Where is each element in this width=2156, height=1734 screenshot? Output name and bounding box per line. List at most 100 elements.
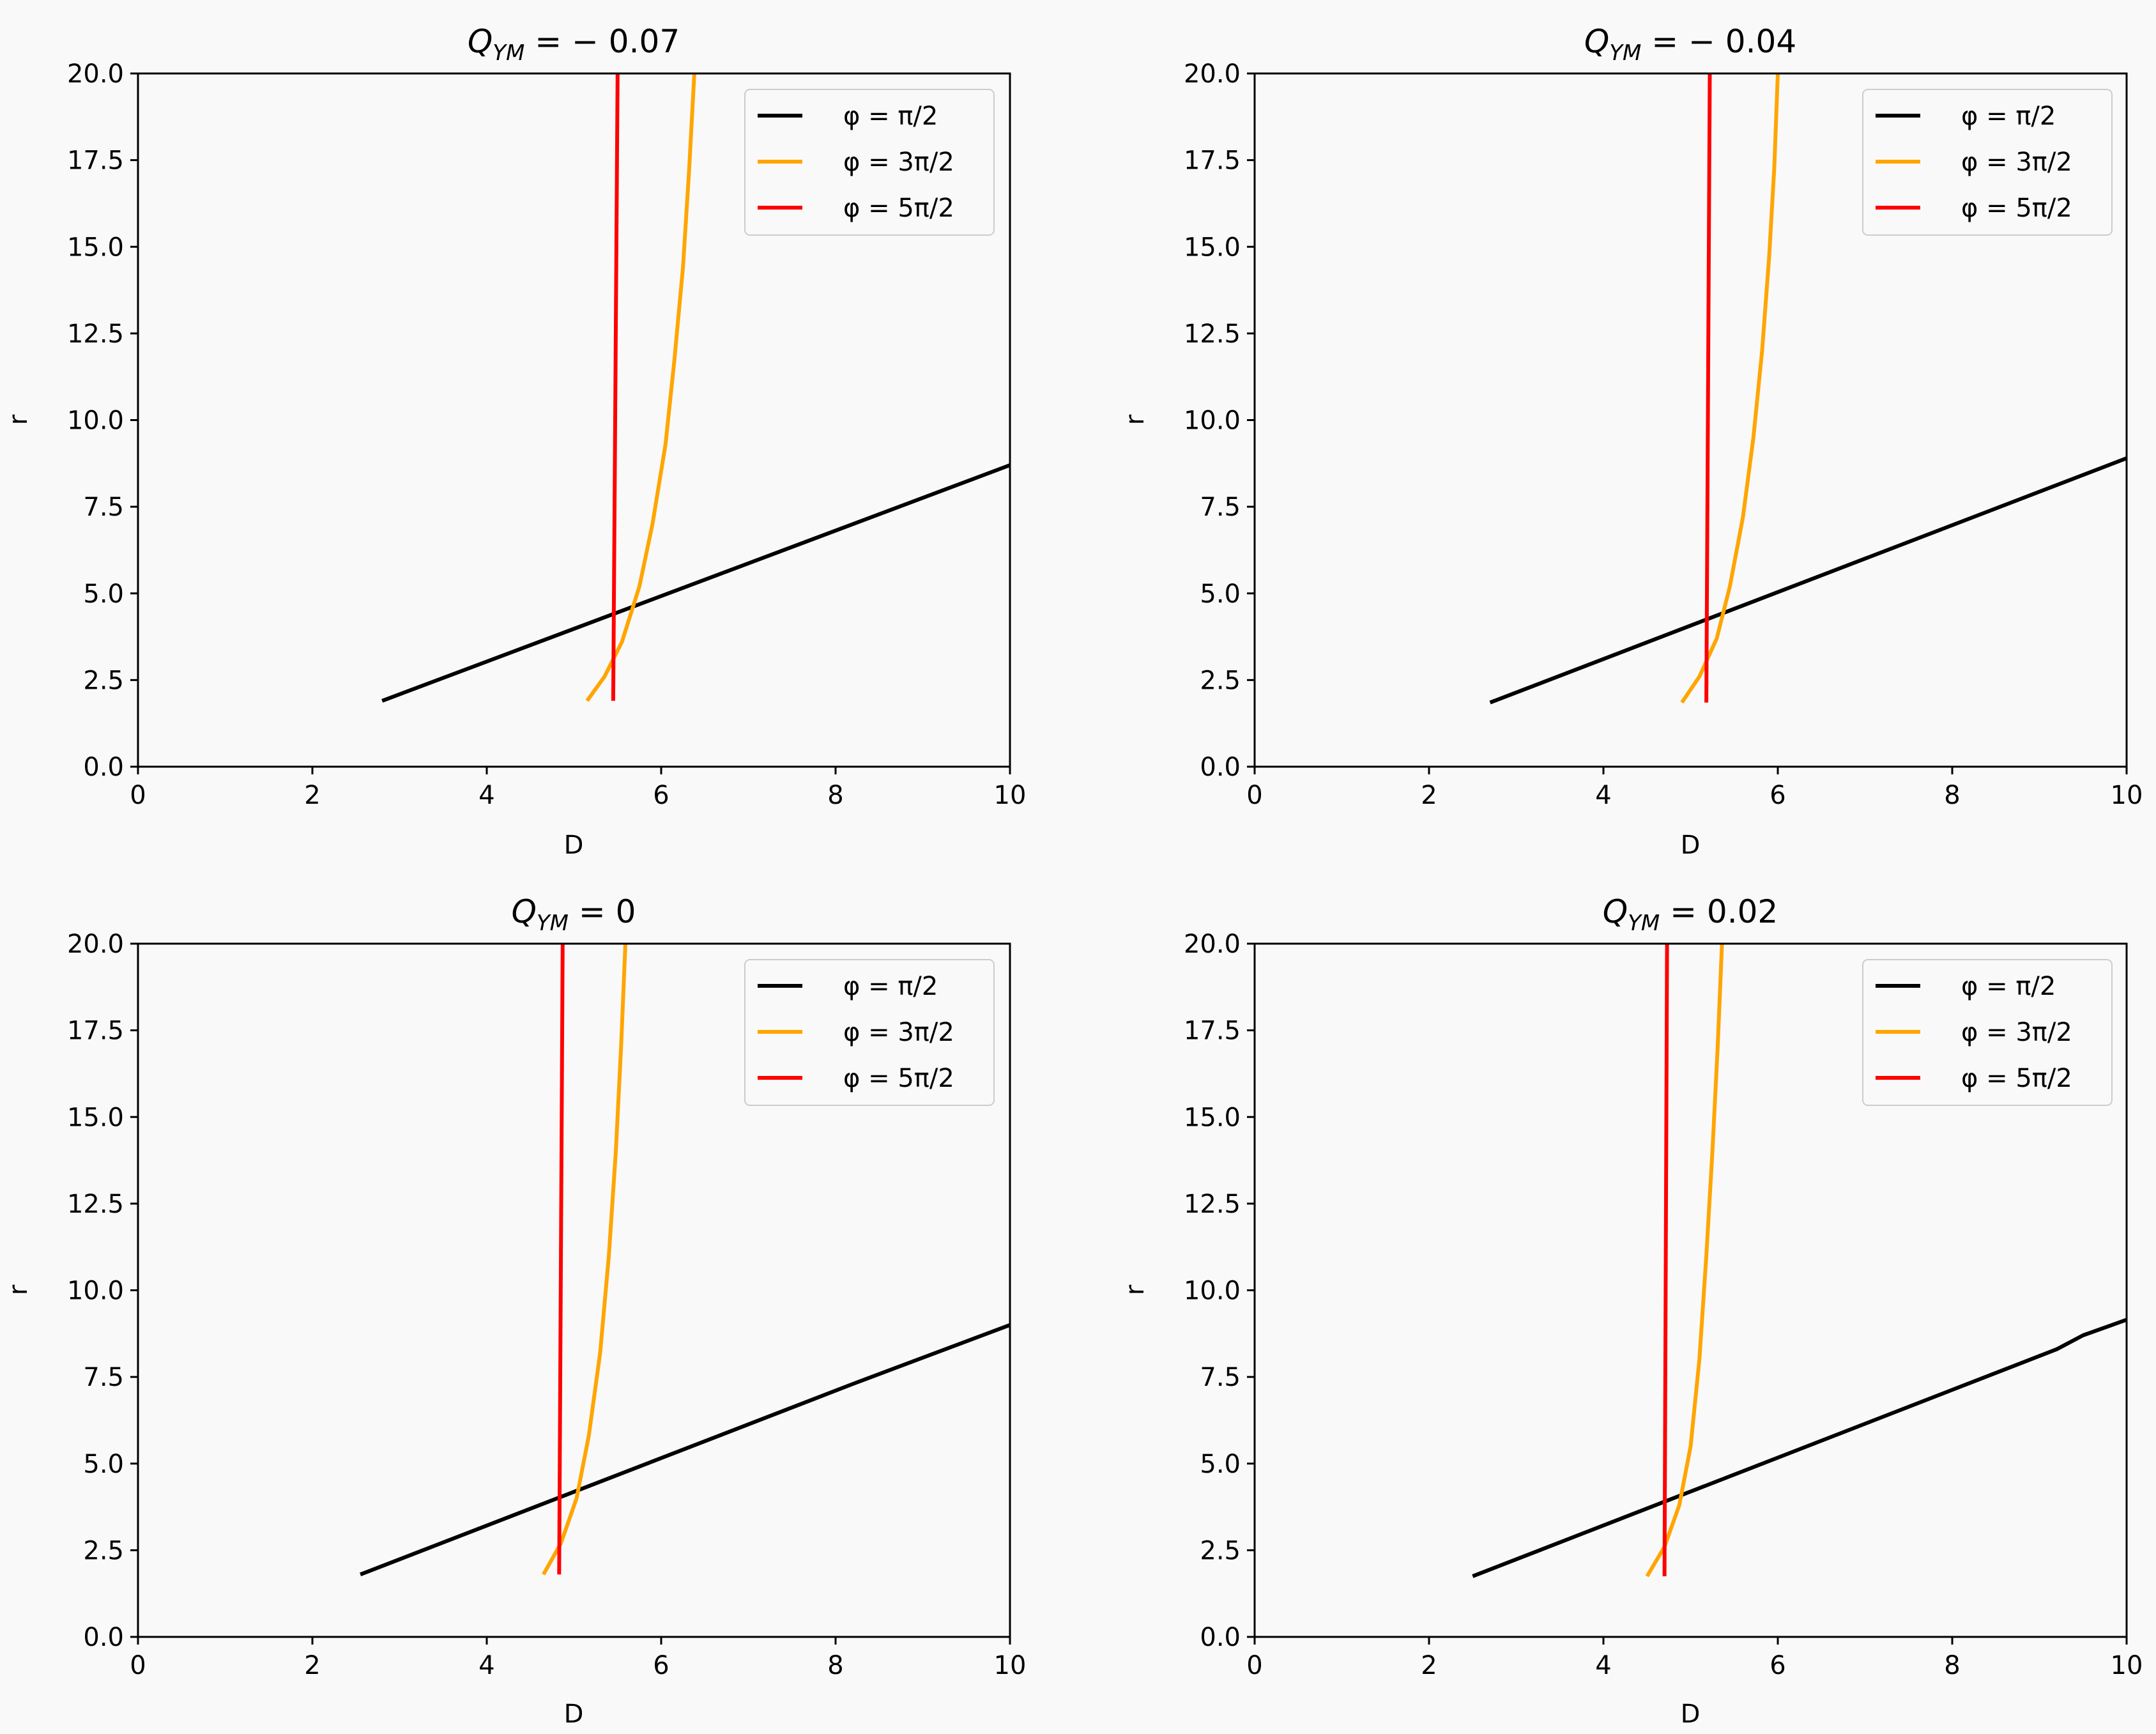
series-line-1 (360, 1323, 1011, 1577)
y-axis-label: r (4, 1284, 33, 1295)
y-tick-label: 15.0 (1184, 1103, 1241, 1132)
panel-1: QYM = − 0.07 0 2 4 6 8 10 0.0 2.5 5.0 7.5 10.0 12.… (4, 23, 1026, 860)
legend-entry: φ = 3π/2 (843, 1018, 954, 1047)
x-tick-label: 6 (1770, 1651, 1785, 1680)
y-axis-label: r (4, 414, 33, 425)
y-tick-label: 12.5 (1184, 1190, 1241, 1219)
panel-2: QYM = − 0.04 0 2 4 6 8 10 0.0 2.5 5.0 7.5 10.0 12.… (1120, 23, 2143, 860)
legend: φ = π/2 φ = 3π/2 φ = 5π/2 (1862, 959, 2113, 1106)
y-tick-label: 17.5 (67, 146, 124, 176)
x-tick-label: 2 (1421, 781, 1437, 810)
y-tick-label: 5.0 (1200, 1450, 1241, 1479)
x-tick-label: 4 (1595, 781, 1611, 810)
y-tick-label: 7.5 (1200, 1363, 1241, 1392)
y-tick-label: 12.5 (67, 319, 124, 349)
y-tick-label: 2.5 (83, 1536, 124, 1565)
y-tick-label: 20.0 (1184, 59, 1241, 89)
y-tick-label: 10.0 (1184, 406, 1241, 436)
y-tick-label: 5.0 (83, 579, 124, 609)
panel-title: QYM = − 0.07 (468, 23, 680, 66)
x-tick-label: 8 (1944, 781, 1960, 810)
y-tick-label: 0.0 (83, 1623, 124, 1652)
y-axis-ticks: 0.0 2.5 5.0 7.5 10.0 12.5 15.0 17.5 20.0 (1184, 930, 1255, 1652)
y-tick-label: 0.0 (1200, 1623, 1241, 1652)
panel-3: QYM = 0 0 2 4 6 8 10 0.0 2.5 5.0 7.5 10.0 12.5 15.0… (4, 893, 1026, 1729)
x-axis-label: D (1681, 831, 1701, 860)
y-axis-label: r (1120, 1284, 1150, 1295)
x-tick-label: 2 (304, 1651, 320, 1680)
y-tick-label: 12.5 (1184, 319, 1241, 349)
y-tick-label: 7.5 (83, 1363, 124, 1392)
x-axis-ticks: 0 2 4 6 8 10 (130, 767, 1026, 810)
x-tick-label: 10 (994, 1651, 1027, 1680)
x-tick-label: 0 (130, 1651, 146, 1680)
y-tick-label: 2.5 (1200, 666, 1241, 695)
x-tick-label: 4 (478, 1651, 494, 1680)
legend-entry: φ = π/2 (843, 102, 938, 131)
series-line-3 (1704, 73, 1712, 703)
y-tick-label: 2.5 (83, 666, 124, 695)
legend-entry: φ = 3π/2 (843, 148, 954, 177)
legend-entry: φ = 5π/2 (1961, 194, 2072, 223)
y-axis-ticks: 0.0 2.5 5.0 7.5 10.0 12.5 15.0 17.5 20.0 (1184, 59, 1255, 782)
x-axis-ticks: 0 2 4 6 8 10 (130, 1637, 1026, 1680)
y-axis-label: r (1120, 414, 1150, 425)
x-tick-label: 6 (653, 781, 669, 810)
series-line-2 (542, 943, 627, 1576)
y-tick-label: 15.0 (67, 233, 124, 262)
y-tick-label: 15.0 (67, 1103, 124, 1132)
x-axis-label: D (564, 1699, 584, 1729)
series-lines (381, 73, 1011, 703)
legend-entry: φ = 5π/2 (1961, 1064, 2072, 1093)
series-line-1 (1472, 1317, 2128, 1578)
y-tick-label: 10.0 (1184, 1277, 1241, 1306)
x-tick-label: 0 (1246, 1651, 1262, 1680)
series-lines (360, 943, 1011, 1577)
panel-title: QYM = 0 (512, 893, 636, 936)
x-tick-label: 10 (2111, 781, 2143, 810)
series-lines (1472, 943, 2128, 1578)
x-axis-label: D (564, 831, 584, 860)
x-tick-label: 6 (653, 1651, 669, 1680)
y-tick-label: 5.0 (1200, 579, 1241, 609)
panel-4: QYM = 0.02 0 2 4 6 8 10 0.0 2.5 5.0 7.5 10.0 12.5 1… (1120, 893, 2143, 1729)
series-line-3 (557, 943, 565, 1575)
legend-entry: φ = π/2 (843, 972, 938, 1001)
y-tick-label: 0.0 (83, 753, 124, 782)
x-tick-label: 2 (1421, 1651, 1437, 1680)
legend-entry: φ = π/2 (1961, 102, 2056, 131)
y-tick-label: 2.5 (1200, 1536, 1241, 1565)
y-tick-label: 20.0 (1184, 930, 1241, 959)
x-tick-label: 8 (827, 781, 843, 810)
x-tick-label: 10 (994, 781, 1027, 810)
series-line-2 (1645, 943, 1724, 1577)
y-tick-label: 0.0 (1200, 753, 1241, 782)
legend-entry: φ = 5π/2 (843, 194, 954, 223)
x-tick-label: 2 (304, 781, 320, 810)
x-tick-label: 4 (478, 781, 494, 810)
y-tick-label: 7.5 (83, 493, 124, 522)
legend-entry: φ = π/2 (1961, 972, 2056, 1001)
y-tick-label: 10.0 (67, 1277, 124, 1306)
legend: φ = π/2 φ = 3π/2 φ = 5π/2 (744, 959, 995, 1106)
y-tick-label: 17.5 (67, 1017, 124, 1046)
y-axis-ticks: 0.0 2.5 5.0 7.5 10.0 12.5 15.0 17.5 20.0 (67, 930, 138, 1652)
y-tick-label: 10.0 (67, 406, 124, 436)
y-tick-label: 17.5 (1184, 1017, 1241, 1046)
legend-entry: φ = 3π/2 (1961, 148, 2072, 177)
x-axis-label: D (1681, 1699, 1701, 1729)
series-lines (1489, 73, 2128, 705)
x-tick-label: 0 (130, 781, 146, 810)
legend-entry: φ = 5π/2 (843, 1064, 954, 1093)
y-axis-ticks: 0.0 2.5 5.0 7.5 10.0 12.5 15.0 17.5 20.0 (67, 59, 138, 782)
x-axis-ticks: 0 2 4 6 8 10 (1246, 1637, 2143, 1680)
y-tick-label: 20.0 (67, 930, 124, 959)
y-tick-label: 17.5 (1184, 146, 1241, 176)
x-tick-label: 4 (1595, 1651, 1611, 1680)
legend: φ = π/2 φ = 3π/2 φ = 5π/2 (1862, 89, 2113, 236)
series-line-1 (1489, 456, 2128, 705)
x-tick-label: 6 (1770, 781, 1785, 810)
y-tick-label: 7.5 (1200, 493, 1241, 522)
series-line-3 (1662, 943, 1669, 1577)
